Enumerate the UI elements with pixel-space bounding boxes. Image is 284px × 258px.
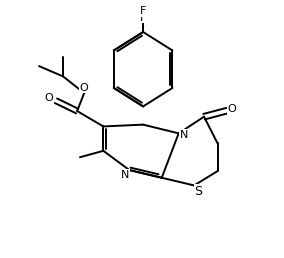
Text: F: F bbox=[140, 6, 146, 16]
Text: N: N bbox=[121, 170, 129, 180]
Text: F: F bbox=[140, 13, 146, 23]
Text: O: O bbox=[45, 93, 53, 103]
Text: S: S bbox=[195, 185, 202, 198]
Text: O: O bbox=[80, 83, 89, 93]
Text: O: O bbox=[227, 104, 236, 114]
Text: N: N bbox=[179, 130, 188, 140]
